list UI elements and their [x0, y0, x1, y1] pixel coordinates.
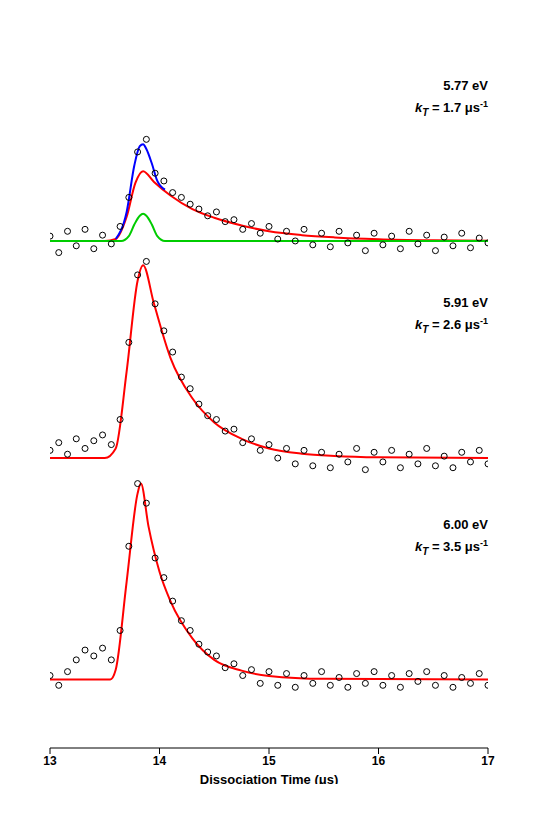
svg-text:15: 15 [262, 754, 276, 768]
svg-text:17: 17 [481, 754, 495, 768]
svg-text:14: 14 [153, 754, 167, 768]
svg-text:Dissociation Time (μs): Dissociation Time (μs) [200, 772, 338, 784]
html-text:kT= 3.5 μs-1: kT= 3.5 μs-1 [415, 538, 488, 557]
svg-text:13: 13 [43, 754, 57, 768]
html-text:kT= 2.6 μs-1: kT= 2.6 μs-1 [415, 316, 488, 335]
html-text:5.77 eV: 5.77 eV [443, 78, 488, 93]
html-text:6.00 eV: 6.00 eV [443, 517, 488, 532]
html-text:5.91 eV: 5.91 eV [443, 295, 488, 310]
html-text:kT= 1.7 μs-1: kT= 1.7 μs-1 [415, 99, 488, 118]
svg-text:16: 16 [372, 754, 386, 768]
